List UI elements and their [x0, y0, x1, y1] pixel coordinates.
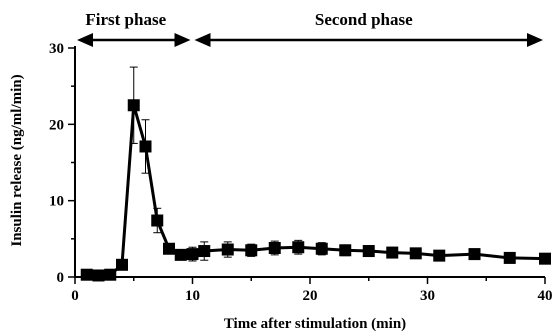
data-point	[292, 241, 305, 254]
data-point	[92, 269, 105, 282]
phase-arrow-head-left	[194, 33, 211, 47]
data-point	[468, 248, 481, 261]
data-point	[386, 246, 399, 259]
data-point	[163, 242, 175, 255]
y-axis-title: Insulin release (ng/ml/min)	[9, 74, 25, 246]
data-point	[127, 99, 140, 112]
data-point	[433, 249, 446, 262]
data-point	[539, 252, 551, 265]
x-axis-title: Time after stimulation (min)	[224, 316, 406, 332]
data-point	[339, 244, 352, 257]
data-point	[245, 244, 258, 257]
data-point	[139, 140, 152, 153]
x-tick-label: 20	[303, 288, 318, 304]
data-point	[116, 258, 128, 271]
y-tick-label: 0	[57, 270, 65, 286]
phase-arrow-head-right	[174, 33, 191, 47]
x-tick-label: 40	[538, 288, 553, 304]
phase-label: Second phase	[315, 10, 413, 29]
phase-arrow-head-left	[77, 33, 93, 47]
data-point	[503, 251, 516, 264]
data-point	[80, 268, 93, 281]
phase-arrow-head-right	[527, 33, 543, 47]
data-point	[104, 268, 117, 281]
x-tick-label: 10	[185, 288, 200, 304]
data-series	[80, 99, 551, 282]
x-tick-label: 0	[71, 288, 79, 304]
x-tick-label: 30	[420, 288, 435, 304]
y-tick-label: 10	[49, 194, 64, 210]
data-point	[362, 245, 375, 258]
y-tick-label: 30	[49, 41, 64, 57]
phase-annotations: First phase Second phase	[77, 10, 543, 47]
y-tick-label: 20	[49, 117, 64, 133]
data-point	[186, 248, 199, 261]
x-ticks: 0 10 20 30 40	[71, 277, 553, 304]
data-point	[409, 247, 422, 260]
error-bars	[118, 66, 549, 268]
data-point	[221, 243, 234, 256]
y-ticks: 0 10 20 30	[49, 41, 75, 286]
data-point	[151, 214, 164, 227]
data-point	[268, 241, 281, 254]
phase-label: First phase	[85, 10, 166, 29]
data-point	[198, 245, 211, 258]
data-point	[315, 242, 328, 255]
data-point	[174, 248, 187, 261]
